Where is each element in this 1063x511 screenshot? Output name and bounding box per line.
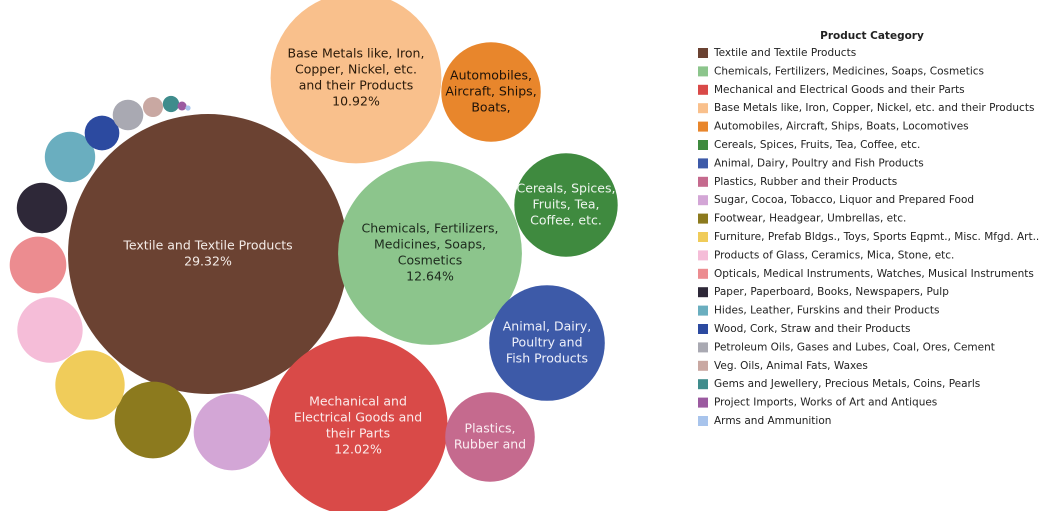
legend-label: Cereals, Spices, Fruits, Tea, Coffee, et…	[714, 139, 920, 151]
bubble	[185, 105, 191, 111]
bubble-label: Base Metals like, Iron,	[288, 46, 425, 61]
legend-label: Petroleum Oils, Gases and Lubes, Coal, O…	[714, 341, 995, 353]
legend-swatch	[698, 305, 708, 316]
bubble-label: Cosmetics	[398, 253, 463, 268]
bubble	[17, 297, 83, 363]
legend-swatch	[698, 158, 708, 169]
bubble-label: Electrical Goods and	[294, 410, 422, 425]
value-label: 12.02%	[334, 442, 382, 457]
bubble	[162, 95, 180, 113]
bubble-label: Medicines, Soaps,	[374, 237, 486, 252]
legend-label: Automobiles, Aircraft, Ships, Boats, Loc…	[714, 121, 969, 133]
bubble	[270, 0, 442, 164]
bubble-label: Boats,	[471, 100, 510, 115]
bubble	[441, 42, 541, 142]
legend-label: Products of Glass, Ceramics, Mica, Stone…	[714, 249, 954, 261]
bubble-label: Copper, Nickel, etc.	[295, 62, 417, 77]
legend-label: Wood, Cork, Straw and their Products	[714, 323, 910, 335]
legend-swatch	[698, 250, 708, 261]
bubble	[84, 115, 120, 151]
legend-swatch	[698, 324, 708, 334]
bubble-label: Fruits, Tea,	[532, 197, 599, 212]
legend-label: Sugar, Cocoa, Tobacco, Liquor and Prepar…	[714, 194, 974, 206]
legend-swatch	[698, 360, 708, 371]
legend-label: Arms and Ammunition	[714, 415, 831, 427]
bubble-label: Plastics,	[465, 421, 516, 436]
bubble-label: their Parts	[326, 426, 390, 441]
legend-label: Veg. Oils, Animal Fats, Waxes	[714, 360, 868, 372]
bubble	[268, 336, 448, 511]
legend-label: Hides, Leather, Furskins and their Produ…	[714, 305, 939, 317]
bubble-label: Coffee, etc.	[530, 213, 602, 228]
legend-label: Gems and Jewellery, Precious Metals, Coi…	[714, 378, 980, 390]
legend-label: Animal, Dairy, Poultry and Fish Products	[714, 157, 924, 169]
legend-label: Textile and Textile Products	[713, 47, 856, 59]
legend-label: Project Imports, Works of Art and Antiqu…	[714, 397, 937, 409]
bubble	[9, 236, 67, 294]
legend-swatch	[698, 268, 708, 279]
legend-swatch	[698, 416, 708, 426]
legend-swatch	[698, 342, 708, 353]
bubble	[112, 99, 144, 131]
legend-swatch	[698, 397, 708, 408]
bubble	[489, 285, 605, 401]
legend-label: Furniture, Prefab Bldgs., Toys, Sports E…	[714, 231, 1039, 243]
bubble	[142, 96, 164, 118]
legend-label: Opticals, Medical Instruments, Watches, …	[714, 268, 1034, 280]
legend-swatch	[698, 287, 708, 298]
bubble	[338, 161, 522, 345]
bubble-label: Poultry and	[511, 335, 582, 350]
bubble-label: Cereals, Spices,	[517, 181, 616, 196]
bubble-label: Animal, Dairy,	[503, 319, 591, 334]
legend-label: Mechanical and Electrical Goods and thei…	[714, 84, 965, 96]
legend-swatch	[698, 232, 708, 242]
bubble-label: Rubber and	[454, 437, 526, 452]
legend-swatch	[698, 84, 708, 95]
bubble	[55, 350, 125, 420]
bubble-label: Fish Products	[506, 351, 588, 366]
bubble	[68, 114, 348, 394]
legend-swatch	[698, 103, 708, 114]
legend-label: Base Metals like, Iron, Copper, Nickel, …	[714, 102, 1034, 114]
legend-swatch	[698, 195, 708, 206]
bubble	[16, 182, 68, 234]
legend-swatch	[698, 379, 708, 390]
bubble-label: and their Products	[299, 78, 414, 93]
bubble	[193, 393, 271, 471]
value-label: 12.64%	[406, 269, 454, 284]
bubble-label: Automobiles,	[450, 68, 532, 83]
bubble	[44, 131, 96, 183]
bubble-label: Aircraft, Ships,	[445, 84, 536, 99]
legend-label: Paper, Paperboard, Books, Newspapers, Pu…	[714, 286, 949, 298]
value-label: 10.92%	[332, 94, 380, 109]
legend-label: Chemicals, Fertilizers, Medicines, Soaps…	[714, 65, 984, 77]
legend-label: Plastics, Rubber and their Products	[714, 176, 897, 188]
value-label: 29.32%	[184, 254, 232, 269]
bubble	[514, 153, 618, 257]
legend-swatch	[698, 140, 708, 150]
bubble-label: Mechanical and	[309, 394, 407, 409]
legend-swatch	[698, 213, 708, 224]
bubble-label: Textile and Textile Products	[122, 238, 292, 253]
legend-label: Footwear, Headgear, Umbrellas, etc.	[714, 213, 906, 225]
legend-swatch	[698, 48, 708, 58]
legend-swatch	[698, 121, 708, 132]
bubble	[445, 392, 535, 482]
bubble	[177, 101, 187, 111]
legend-title: Product Category	[820, 30, 924, 42]
legend-swatch	[698, 176, 708, 187]
legend-swatch	[698, 66, 708, 77]
bubble-label: Chemicals, Fertilizers,	[362, 221, 499, 236]
bubble	[114, 381, 192, 459]
